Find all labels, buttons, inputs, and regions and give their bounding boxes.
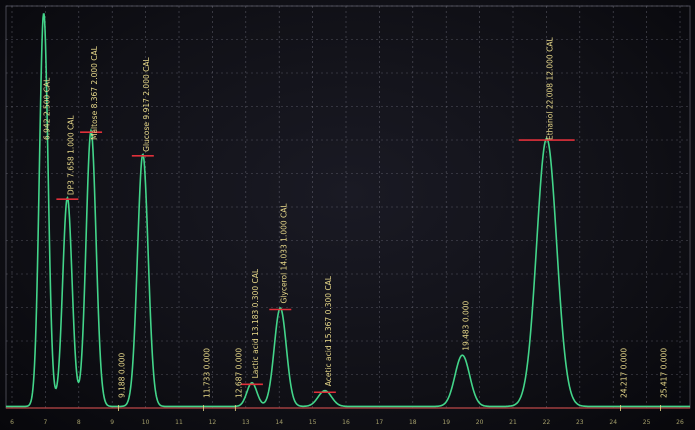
x-tick-label: 7 <box>43 419 47 426</box>
grid <box>5 5 691 409</box>
x-tick-label: 12 <box>209 419 217 426</box>
x-tick-label: 25 <box>643 419 651 426</box>
peak-label: DP3 7.658 1.000 CAL <box>66 115 75 196</box>
chromatogram-trace <box>6 13 690 408</box>
x-tick-label: 14 <box>275 419 283 426</box>
x-tick-label: 6 <box>10 419 14 426</box>
peak-label: 6.942 2.500 CAL <box>43 77 52 140</box>
peak-label: 19.483 0.000 <box>461 300 470 350</box>
x-tick-label: 13 <box>242 419 250 426</box>
peak-labels: 6.942 2.500 CAL DP3 7.658 1.000 CAL Maltos… <box>43 37 669 398</box>
peak-label: 12.687 0.000 <box>234 348 243 398</box>
x-tick-label: 21 <box>509 419 517 426</box>
peak-label: Maltose 8.367 2.000 CAL <box>90 45 99 140</box>
x-tick-label: 15 <box>309 419 317 426</box>
x-tick-label: 23 <box>576 419 584 426</box>
x-tick-label: 22 <box>543 419 551 426</box>
x-tick-label: 20 <box>476 419 484 426</box>
peak-label: Glycerol 14.033 1.000 CAL <box>279 203 288 304</box>
peak-label: Acetic acid 15.367 0.300 CAL <box>324 275 333 386</box>
x-tick-label: 26 <box>676 419 684 426</box>
x-tick-label: 11 <box>175 419 183 426</box>
peak-label: Lactic acid 13.183 0.300 CAL <box>251 268 260 378</box>
peak-label: 9.188 0.000 <box>117 352 126 398</box>
x-axis-ticks: 6 7 8 9 10 11 12 13 14 15 16 17 18 19 20 21 22 23 24 25 26 <box>10 419 684 426</box>
peak-label: Glucose 9.917 2.000 CAL <box>142 56 151 151</box>
peak-label: 11.733 0.000 <box>202 348 211 398</box>
x-tick-label: 9 <box>110 419 114 426</box>
x-tick-label: 17 <box>376 419 384 426</box>
peak-label: Ethanol 22.008 12.000 CAL <box>546 37 555 140</box>
peak-markers <box>56 131 661 411</box>
x-tick-label: 24 <box>609 419 617 426</box>
peak-label: 25.417 0.000 <box>660 348 669 398</box>
x-tick-label: 8 <box>77 419 81 426</box>
x-tick-label: 18 <box>409 419 417 426</box>
x-tick-label: 10 <box>142 419 150 426</box>
peak-label: 24.217 0.000 <box>619 348 628 398</box>
x-tick-label: 19 <box>442 419 450 426</box>
x-tick-label: 16 <box>342 419 350 426</box>
